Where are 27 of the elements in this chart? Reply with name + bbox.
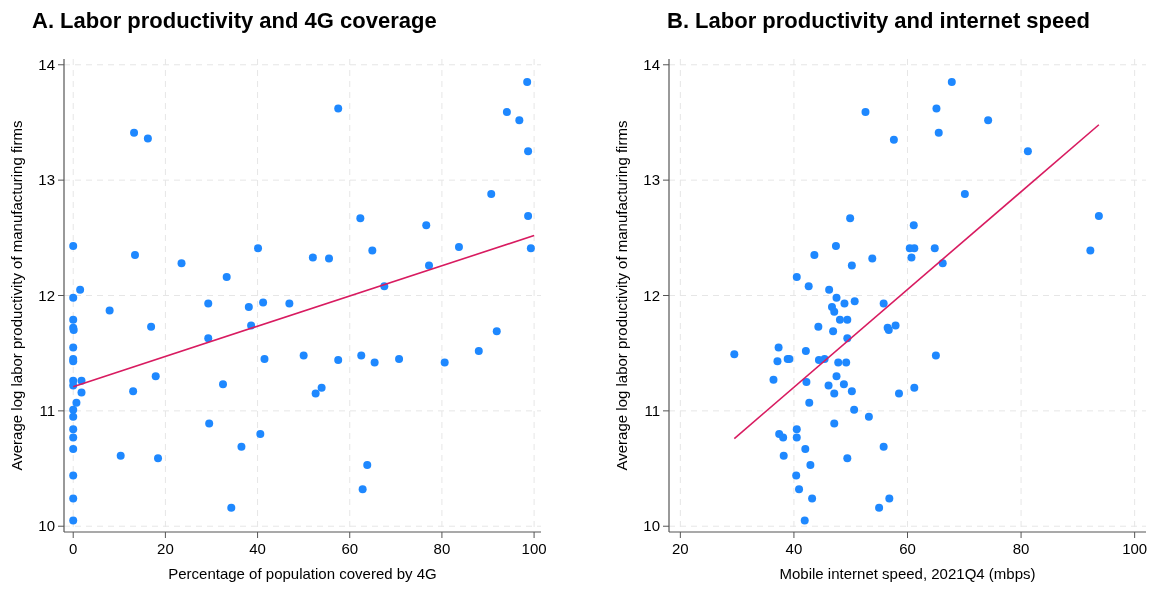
x-tick-label: 20 bbox=[672, 540, 689, 557]
y-tick-label: 11 bbox=[39, 402, 55, 420]
y-tick-label: 12 bbox=[38, 286, 55, 304]
x-tick-label: 60 bbox=[899, 540, 916, 557]
x-tick-label: 20 bbox=[157, 540, 174, 557]
x-tick-label: 100 bbox=[1122, 540, 1148, 557]
y-tick-label: 13 bbox=[643, 171, 660, 189]
y-axis-title: Average log labor productivity of manufacturing firms bbox=[613, 120, 630, 471]
y-tick-label: 13 bbox=[38, 171, 55, 189]
x-axis-title: Percentage of population covered by 4G bbox=[168, 565, 437, 582]
y-tick-label: 14 bbox=[643, 56, 660, 74]
chart-title: B. Labor productivity and internet speed bbox=[667, 8, 1090, 33]
x-axis-title: Mobile internet speed, 2021Q4 (mbps) bbox=[779, 565, 1036, 582]
x-tick-label: 40 bbox=[249, 540, 266, 557]
y-tick-label: 14 bbox=[38, 56, 55, 74]
x-tick-label: 100 bbox=[521, 540, 547, 557]
y-tick-label: 10 bbox=[38, 517, 55, 535]
x-tick-label: 60 bbox=[341, 540, 359, 557]
y-axis-title: Average log labor productivity of manufacturing firms bbox=[8, 120, 25, 471]
y-tick-label: 10 bbox=[643, 517, 660, 535]
x-tick-label: 80 bbox=[1012, 540, 1030, 557]
y-tick-label: 11 bbox=[644, 402, 660, 420]
x-tick-label: 40 bbox=[785, 540, 803, 557]
x-tick-label: 80 bbox=[433, 540, 451, 557]
chart-title: A. Labor productivity and 4G coverage bbox=[32, 8, 437, 33]
x-tick-label: 0 bbox=[69, 540, 78, 557]
y-tick-label: 12 bbox=[643, 286, 660, 304]
